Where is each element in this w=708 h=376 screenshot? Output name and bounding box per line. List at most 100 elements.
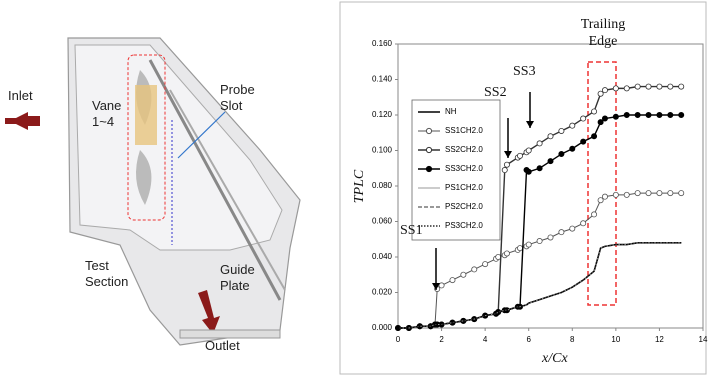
data-point [598, 198, 603, 203]
y-tick-label: 0.060 [372, 217, 393, 226]
data-point [472, 267, 477, 272]
x-tick-label: 8 [570, 335, 575, 344]
legend-label: PS3CH2.0 [445, 221, 483, 230]
annotation: SS1 [400, 222, 423, 239]
data-point [537, 166, 542, 171]
data-point [635, 84, 640, 89]
data-point [581, 139, 586, 144]
data-point [646, 191, 651, 196]
data-point [635, 112, 640, 117]
page: 0.000 0.020 0.040 0.060 0.080 0.100 0.120 0.140… [0, 0, 708, 376]
data-point [537, 141, 542, 146]
y-tick-label: 0.000 [372, 323, 393, 332]
annotation: SS2 [484, 84, 507, 101]
x-axis-label: x/Cx [542, 350, 568, 367]
guide-label: Guide Plate [220, 262, 260, 294]
trailing-edge-box [588, 62, 616, 305]
data-point [679, 84, 684, 89]
data-point [548, 159, 553, 164]
data-point [591, 212, 596, 217]
legend-label: SS3CH2.0 [445, 164, 483, 173]
data-point [548, 235, 553, 240]
y-tick-label: 0.140 [372, 75, 393, 84]
data-point [504, 162, 509, 167]
data-point [646, 84, 651, 89]
data-point [624, 112, 629, 117]
vane-label: Vane 1~4 [92, 98, 128, 130]
data-point [668, 84, 673, 89]
legend-marker [426, 147, 431, 152]
data-point [598, 120, 603, 125]
y-tick-label: 0.080 [372, 181, 393, 190]
y-tick-label: 0.120 [372, 110, 393, 119]
data-point [624, 86, 629, 91]
data-point [624, 192, 629, 197]
section-label: Test Section [85, 258, 135, 290]
data-point [657, 112, 662, 117]
data-point [483, 262, 488, 267]
data-point [657, 84, 662, 89]
data-point [613, 192, 618, 197]
legend-marker [426, 128, 431, 133]
data-point [517, 153, 522, 158]
data-point [559, 151, 564, 156]
legend-label: SS1CH2.0 [445, 126, 483, 135]
data-point [526, 242, 531, 247]
data-point [668, 191, 673, 196]
annotation: Trailing Edge [568, 16, 638, 50]
legend-label: PS2CH2.0 [445, 202, 483, 211]
legend-label: SS2CH2.0 [445, 145, 483, 154]
x-tick-label: 0 [396, 335, 401, 344]
data-point [450, 277, 455, 282]
x-tick-label: 4 [483, 335, 488, 344]
y-tick-label: 0.160 [372, 39, 393, 48]
data-point [537, 238, 542, 243]
x-tick-label: 14 [699, 335, 708, 344]
data-point [598, 91, 603, 96]
data-point [679, 112, 684, 117]
data-point [602, 194, 607, 199]
y-axis-label: TPLC [351, 170, 368, 203]
data-point [581, 221, 586, 226]
y-tick-label: 0.020 [372, 288, 393, 297]
data-point [570, 146, 575, 151]
data-point [602, 88, 607, 93]
annotation: SS3 [513, 63, 536, 80]
chart-frame [340, 2, 706, 374]
data-point [679, 191, 684, 196]
data-point [591, 109, 596, 114]
data-point [461, 272, 466, 277]
data-point [439, 283, 444, 288]
y-tick-label: 0.100 [372, 146, 393, 155]
data-point [591, 134, 596, 139]
x-tick-label: 6 [526, 335, 531, 344]
data-point [635, 191, 640, 196]
legend-label: NH [445, 107, 457, 116]
x-tick-label: 2 [439, 335, 444, 344]
data-point [613, 114, 618, 119]
data-point [646, 112, 651, 117]
arrow-head [526, 121, 534, 128]
data-point [517, 246, 522, 251]
data-point [559, 128, 564, 133]
data-point [526, 169, 531, 174]
x-tick-label: 12 [655, 335, 664, 344]
data-point [548, 134, 553, 139]
data-point [570, 226, 575, 231]
data-point [570, 123, 575, 128]
y-tick-label: 0.040 [372, 252, 393, 261]
data-point [613, 86, 618, 91]
data-point [504, 251, 509, 256]
data-point [581, 116, 586, 121]
x-tick-label: 10 [611, 335, 620, 344]
data-point [559, 230, 564, 235]
outlet-label: Outlet [205, 338, 240, 354]
data-point [657, 191, 662, 196]
data-point [502, 167, 507, 172]
data-point [602, 116, 607, 121]
arrow-head [504, 151, 512, 158]
inlet-label: Inlet [8, 88, 33, 104]
legend-label: PS1CH2.0 [445, 183, 483, 192]
probe-label: Probe Slot [220, 82, 260, 114]
legend-marker [426, 166, 431, 171]
